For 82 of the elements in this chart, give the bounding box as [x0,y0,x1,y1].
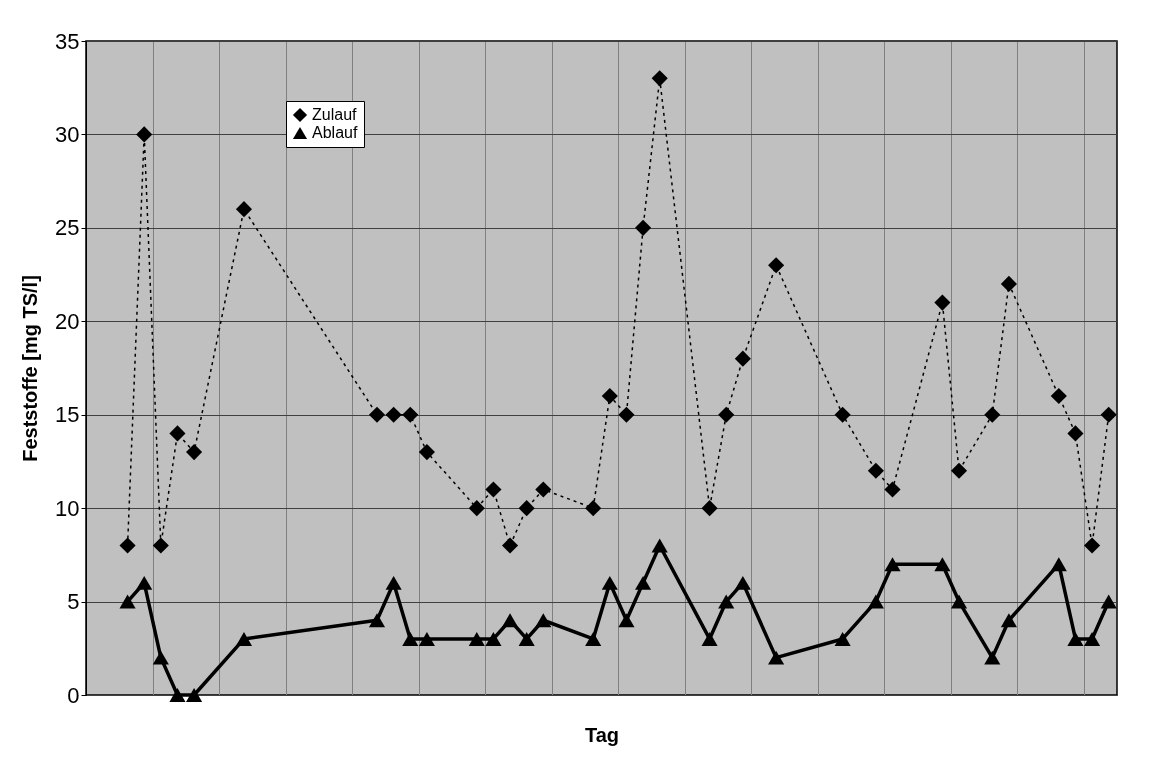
point [950,594,968,609]
point [834,631,851,646]
point [119,537,136,554]
x-axis-title: Tag [584,723,620,746]
point [136,575,153,590]
point [368,613,386,628]
point [884,557,901,572]
point [585,631,602,646]
point [701,500,718,517]
point [368,406,386,423]
point [485,481,502,498]
point [152,650,169,665]
point [235,201,253,218]
point [1100,406,1117,423]
point [402,406,419,423]
point [186,444,203,461]
y-tick-label: 10 [55,495,80,521]
point [651,70,668,87]
point [418,444,435,461]
point [1000,275,1017,292]
y-tick-label: 15 [55,402,80,428]
point [984,650,1001,665]
point [518,500,535,517]
point [501,613,519,628]
point [468,631,485,646]
point [535,481,552,498]
point [651,538,668,553]
point [235,631,253,646]
point [468,500,485,517]
point [402,631,419,646]
point [119,594,136,609]
point [601,387,618,405]
point [418,631,435,646]
point [1000,613,1017,628]
point [186,688,203,702]
point [501,537,519,554]
point [1067,425,1084,442]
point [1083,631,1101,646]
point [618,613,635,628]
point [718,594,735,609]
point [984,406,1001,423]
point [169,688,186,702]
point [1067,631,1084,646]
point [169,425,186,442]
y-tick-label: 30 [55,121,80,147]
point [518,631,535,646]
point [1050,557,1067,572]
point [1100,594,1117,609]
point [867,462,884,479]
point [934,294,951,311]
point [385,406,402,423]
y-tick-label: 25 [55,215,80,241]
point [1050,387,1067,405]
point [867,594,884,609]
point [385,575,402,590]
point [1083,537,1101,554]
point [535,613,552,628]
point [635,219,652,236]
point [136,126,153,143]
point [635,575,652,590]
y-tick-label: 20 [55,308,80,334]
y-tick-label: 0 [67,682,80,708]
y-axis-title: Feststoffe [mg TS/l] [19,275,42,462]
point [701,631,718,646]
point [618,406,635,423]
point [152,537,169,554]
point [734,350,751,367]
y-tick-label: 5 [67,589,80,615]
point [585,500,602,517]
point [734,575,751,590]
point [485,631,502,646]
legend-label: Zulauf [312,106,358,123]
point [934,557,951,572]
point [601,575,618,590]
point [718,406,735,423]
point [768,650,785,665]
y-tick-label: 35 [55,28,80,54]
point [884,481,901,498]
point [768,257,785,274]
point [834,406,851,423]
legend-label: Ablauf [312,124,358,141]
point [950,462,968,479]
